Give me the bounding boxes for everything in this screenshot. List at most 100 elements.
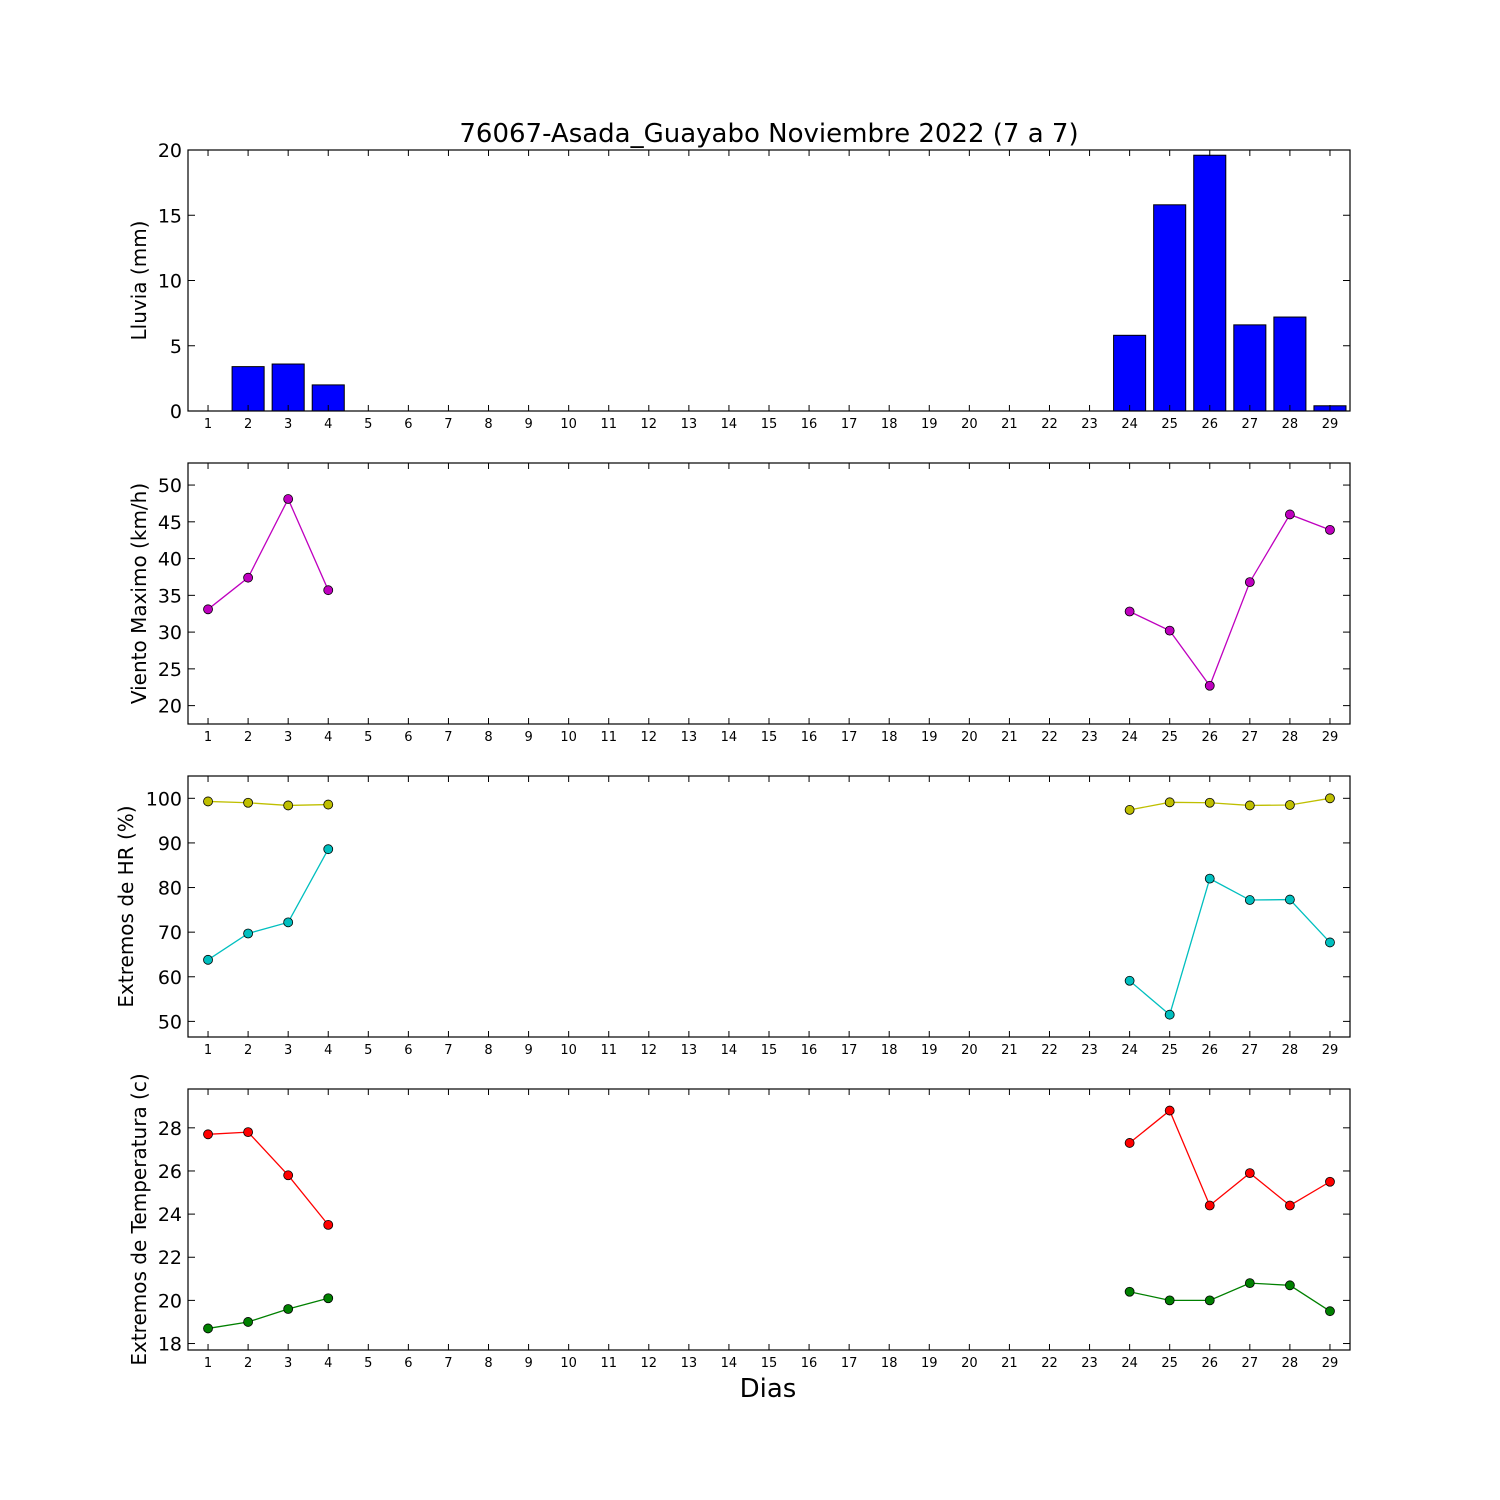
x-tick-label: 20 bbox=[961, 730, 978, 745]
y-tick-label: 18 bbox=[158, 1334, 182, 1356]
series-1-point-day-26 bbox=[1204, 680, 1215, 691]
x-tick-label: 16 bbox=[801, 1356, 818, 1371]
panel-frame bbox=[187, 775, 1351, 1038]
x-tick-label: 29 bbox=[1322, 1043, 1339, 1058]
x-tick-label: 9 bbox=[524, 1356, 532, 1371]
x-tick-label: 2 bbox=[244, 1356, 252, 1371]
series-1-line-segment-1 bbox=[208, 800, 329, 807]
x-tick-label: 6 bbox=[404, 417, 412, 432]
series-2-point-day-24 bbox=[1124, 1286, 1135, 1297]
x-tick-label: 4 bbox=[324, 417, 332, 432]
x-tick-label: 1 bbox=[204, 730, 212, 745]
series-1-point-day-3 bbox=[283, 800, 294, 811]
series-2-point-day-29 bbox=[1325, 937, 1335, 948]
x-tick-label: 12 bbox=[641, 1356, 658, 1371]
x-tick-label: 18 bbox=[881, 730, 898, 745]
x-tick-label: 18 bbox=[881, 417, 898, 432]
x-tick-label: 25 bbox=[1161, 417, 1178, 432]
x-tick-label: 13 bbox=[681, 730, 698, 745]
series-1-point-day-4 bbox=[323, 585, 334, 596]
x-tick-label: 5 bbox=[364, 417, 372, 432]
x-tick-label: 3 bbox=[284, 730, 292, 745]
series-2-point-day-25 bbox=[1164, 1295, 1175, 1306]
x-tick-label: 3 bbox=[284, 1043, 292, 1058]
x-tick-label: 16 bbox=[801, 730, 818, 745]
x-tick-label: 14 bbox=[721, 417, 738, 432]
series-1-point-day-2 bbox=[243, 1127, 254, 1138]
panel-frame bbox=[187, 462, 1351, 725]
series-1-line-segment-1 bbox=[207, 1131, 329, 1226]
x-tick-label: 1 bbox=[204, 1356, 212, 1371]
x-tick-label: 14 bbox=[721, 730, 738, 745]
series-2-point-day-3 bbox=[283, 917, 294, 928]
series-1-line-segment-2 bbox=[1129, 513, 1331, 688]
x-tick-label: 29 bbox=[1322, 417, 1339, 432]
x-tick-label: 4 bbox=[324, 1043, 332, 1058]
x-tick-label: 24 bbox=[1121, 417, 1138, 432]
series-1-point-day-2 bbox=[243, 797, 254, 808]
x-tick-label: 23 bbox=[1081, 1043, 1098, 1058]
series-1-point-day-27 bbox=[1244, 577, 1255, 587]
y-tick-label: 60 bbox=[158, 967, 182, 989]
x-tick-label: 17 bbox=[841, 1356, 858, 1371]
x-tick-label: 29 bbox=[1322, 730, 1339, 745]
x-tick-label: 19 bbox=[921, 1356, 938, 1371]
x-tick-label: 15 bbox=[761, 1043, 778, 1058]
panel-frame bbox=[187, 1088, 1351, 1351]
x-tick-label: 17 bbox=[841, 730, 858, 745]
y-tick-label: 0 bbox=[170, 401, 182, 423]
x-tick-label: 11 bbox=[600, 417, 617, 432]
y-tick-label: 28 bbox=[158, 1118, 182, 1140]
series-2-line-segment-2 bbox=[1129, 877, 1331, 1016]
x-tick-label: 7 bbox=[444, 417, 452, 432]
x-tick-label: 9 bbox=[524, 730, 532, 745]
x-tick-label: 2 bbox=[244, 730, 252, 745]
x-tick-label: 11 bbox=[600, 1356, 617, 1371]
x-tick-label: 19 bbox=[921, 730, 938, 745]
x-tick-label: 21 bbox=[1001, 1043, 1018, 1058]
x-tick-label: 2 bbox=[244, 1043, 252, 1058]
x-tick-label: 28 bbox=[1282, 1043, 1299, 1058]
series-1-line-segment-1 bbox=[207, 497, 329, 610]
x-tick-label: 2 bbox=[244, 417, 252, 432]
series-1-line-segment-2 bbox=[1129, 1109, 1331, 1207]
y-tick-label: 100 bbox=[146, 788, 182, 810]
x-tick-label: 15 bbox=[761, 417, 778, 432]
series-1-point-day-3 bbox=[283, 494, 294, 504]
series-1-point-day-28 bbox=[1285, 509, 1295, 520]
x-tick-label: 22 bbox=[1041, 1043, 1058, 1058]
series-2-point-day-2 bbox=[243, 928, 254, 939]
series-1-point-day-4 bbox=[323, 799, 334, 810]
x-tick-label: 27 bbox=[1242, 730, 1259, 745]
y-tick-label: 30 bbox=[158, 622, 182, 644]
series-1-point-day-29 bbox=[1325, 1176, 1335, 1187]
x-tick-label: 7 bbox=[444, 1356, 452, 1371]
x-tick-label: 14 bbox=[721, 1043, 738, 1058]
x-tick-label: 8 bbox=[484, 1043, 492, 1058]
x-tick-label: 24 bbox=[1121, 730, 1138, 745]
series-2-point-day-1 bbox=[203, 954, 213, 965]
x-tick-label: 17 bbox=[841, 417, 858, 432]
series-1-point-day-24 bbox=[1124, 805, 1135, 815]
bar-day-2 bbox=[231, 366, 265, 412]
series-2-point-day-28 bbox=[1285, 1280, 1295, 1291]
x-tick-label: 6 bbox=[404, 1356, 412, 1371]
y-tick-label: 20 bbox=[158, 140, 182, 162]
x-tick-label: 22 bbox=[1041, 1356, 1058, 1371]
x-tick-label: 15 bbox=[761, 1356, 778, 1371]
x-tick-label: 23 bbox=[1081, 730, 1098, 745]
x-tick-label: 3 bbox=[284, 1356, 292, 1371]
x-tick-label: 12 bbox=[641, 730, 658, 745]
series-1-point-day-25 bbox=[1164, 1105, 1175, 1116]
x-tick-label: 5 bbox=[364, 1356, 372, 1371]
x-tick-label: 6 bbox=[404, 1043, 412, 1058]
x-tick-label: 26 bbox=[1201, 1356, 1218, 1371]
x-tick-label: 27 bbox=[1242, 417, 1259, 432]
x-tick-label: 28 bbox=[1282, 730, 1299, 745]
x-tick-label: 27 bbox=[1242, 1043, 1259, 1058]
x-tick-label: 26 bbox=[1201, 1043, 1218, 1058]
x-tick-label: 24 bbox=[1121, 1356, 1138, 1371]
x-tick-label: 16 bbox=[801, 417, 818, 432]
